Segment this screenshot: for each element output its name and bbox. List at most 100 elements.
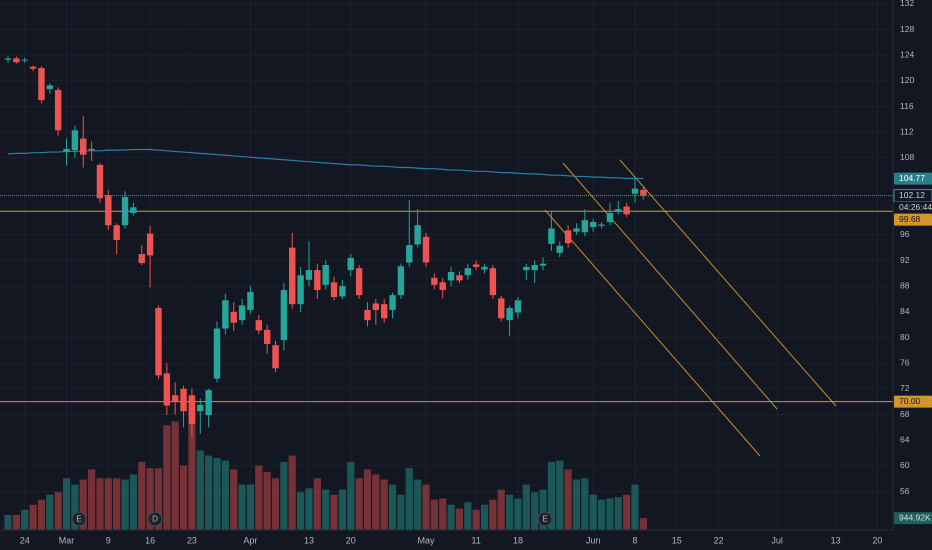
- candle-body: [88, 148, 95, 151]
- y-tick-label: 88: [900, 280, 910, 290]
- volume-bar: [531, 492, 539, 530]
- candle-body: [46, 85, 53, 90]
- volume-bar: [597, 499, 606, 530]
- candle-body: [71, 130, 79, 151]
- channel-line: [544, 209, 761, 457]
- y-tick-label: 92: [900, 255, 910, 265]
- volume-bar: [313, 478, 321, 530]
- candle-body: [581, 220, 589, 233]
- volume-bar: [455, 508, 464, 530]
- candle-body: [531, 265, 538, 271]
- volume-bar: [71, 484, 79, 530]
- candle-body: [322, 265, 329, 285]
- volume-bar: [631, 484, 639, 530]
- candle-body: [21, 59, 28, 61]
- volume-bar: [12, 514, 20, 530]
- volume-bar: [188, 400, 196, 530]
- x-tick-label: 13: [304, 535, 314, 545]
- candle-body: [439, 282, 446, 291]
- volume-bar: [355, 478, 363, 530]
- volume-bar: [46, 494, 54, 530]
- candle-body: [289, 247, 296, 305]
- candle-body: [188, 395, 196, 425]
- candle-body: [314, 270, 321, 291]
- candle-body: [4, 58, 12, 60]
- y-tick-label: 76: [900, 357, 910, 367]
- candle-body: [489, 268, 497, 296]
- volume-bar: [338, 489, 346, 530]
- volume-bar: [414, 479, 422, 530]
- candle-body: [247, 291, 254, 310]
- ma-price-label-bg: [894, 172, 932, 185]
- y-tick-label: 56: [900, 486, 910, 496]
- volume-bar: [556, 460, 564, 530]
- candle-body: [573, 228, 580, 232]
- x-tick-label: 9: [106, 535, 111, 545]
- candle-body: [422, 236, 430, 263]
- countdown-label-bg: [894, 201, 932, 214]
- candle-body: [464, 268, 471, 276]
- drawings: [544, 159, 837, 457]
- event-label: E: [76, 515, 81, 524]
- volume-bar: [422, 484, 430, 530]
- candle-body: [548, 228, 555, 244]
- level-label: 70.00: [899, 396, 921, 406]
- candle-body: [138, 254, 145, 264]
- volume-bar: [397, 494, 405, 530]
- volume-bar: [589, 494, 597, 530]
- volume-bar: [430, 499, 438, 530]
- candle-body: [414, 225, 421, 245]
- volume-bar: [614, 497, 622, 530]
- volume-bar: [179, 465, 188, 530]
- y-tick-label: 72: [900, 383, 910, 393]
- y-tick-label: 96: [900, 229, 910, 239]
- candle-body: [263, 329, 271, 344]
- y-tick-label: 80: [900, 332, 910, 342]
- y-tick-label: 124: [900, 49, 914, 59]
- candle-body: [63, 148, 70, 152]
- volume-bar: [388, 484, 397, 530]
- y-tick-label: 84: [900, 306, 910, 316]
- volume-bar: [121, 479, 129, 530]
- event-label: E: [542, 515, 547, 524]
- y-tick-label: 64: [900, 434, 910, 444]
- volume-bar: [37, 499, 46, 530]
- volume-bar: [347, 461, 355, 530]
- volume-bar: [21, 509, 29, 530]
- volume-bar: [380, 479, 388, 530]
- x-tick-label: 13: [831, 535, 841, 545]
- volume-bar: [480, 504, 489, 530]
- volume-bar: [439, 498, 447, 530]
- y-tick-label: 60: [900, 460, 910, 470]
- candle-body: [121, 196, 129, 226]
- candle-body: [29, 66, 37, 69]
- volume-bar: [171, 421, 179, 530]
- volume-bar: [514, 498, 522, 530]
- x-tick-label: Mar: [59, 535, 75, 545]
- volume-bar: [305, 488, 313, 530]
- volume-bar: [606, 498, 614, 530]
- y-tick-label: 68: [900, 409, 910, 419]
- ma-price-label: 104.77: [899, 173, 925, 183]
- volume-bar: [572, 479, 581, 530]
- candle-body: [197, 404, 204, 412]
- y-tick-label: 112: [900, 126, 914, 136]
- y-tick-label: 128: [900, 24, 914, 34]
- level-label-bg: [894, 213, 932, 226]
- candle-body: [297, 275, 304, 305]
- volume-bar: [113, 478, 121, 530]
- volume-bar: [564, 469, 572, 530]
- volume-bar: [447, 504, 455, 530]
- candle-body: [406, 245, 413, 263]
- y-tick-label: 132: [900, 0, 914, 8]
- x-tick-label: Jul: [771, 535, 783, 545]
- candle-body: [272, 345, 279, 369]
- x-tick-label: 24: [20, 535, 30, 545]
- grid: [0, 0, 893, 530]
- candle-body: [213, 328, 221, 379]
- volume-bar: [581, 478, 589, 530]
- candle-body: [180, 388, 187, 412]
- volume-bar: [196, 450, 204, 530]
- channel-line: [619, 159, 837, 407]
- volume-bar: [4, 514, 12, 530]
